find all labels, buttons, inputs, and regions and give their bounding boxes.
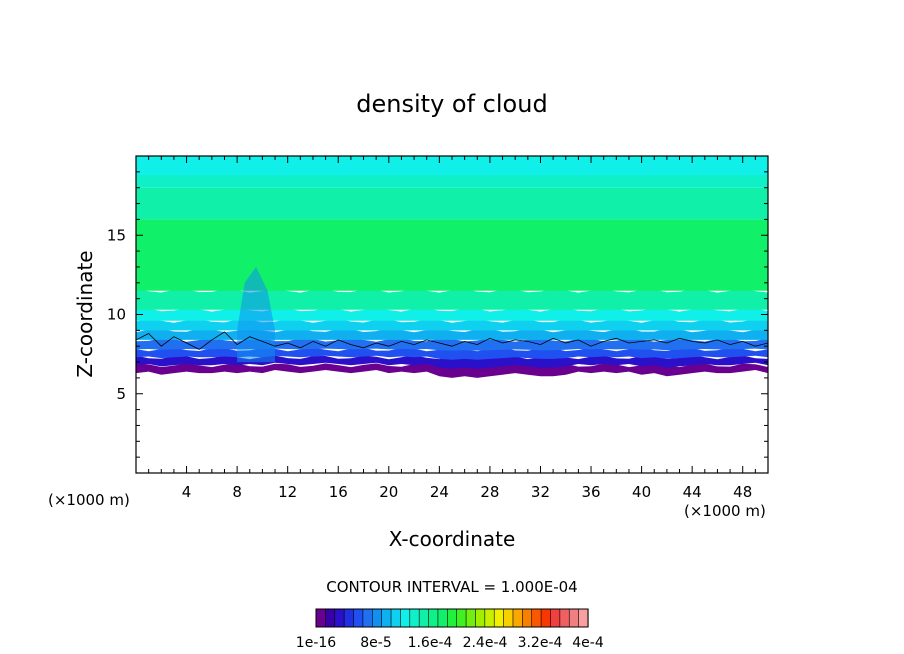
- plot-area: [136, 156, 768, 473]
- x-tick-label: 32: [531, 483, 550, 501]
- colorbar-swatch: [475, 608, 486, 628]
- colorbar-swatch: [315, 608, 326, 628]
- density-band: [136, 288, 768, 310]
- x-tick-label: 48: [733, 483, 752, 501]
- colorbar-label: 8e-5: [360, 635, 391, 651]
- colorbar-swatch: [334, 608, 345, 628]
- colorbar-swatch: [381, 608, 392, 628]
- density-band: [136, 175, 768, 188]
- colorbar-swatch: [371, 608, 383, 628]
- colorbar-swatch: [325, 608, 336, 628]
- x-tick-label: 28: [480, 483, 499, 501]
- colorbar-frame: [315, 608, 589, 628]
- colorbar-swatch: [390, 608, 402, 628]
- x-axis-unit-left: (×1000 m): [48, 491, 130, 509]
- colorbar-label: 2.4e-4: [463, 635, 508, 651]
- colorbar-swatch: [437, 608, 448, 628]
- colorbar-swatch: [550, 608, 561, 628]
- density-band: [136, 363, 768, 378]
- colorbar-label: 1.6e-4: [408, 635, 453, 651]
- colorbar-label: 1e-16: [296, 635, 336, 651]
- x-tick-label: 36: [581, 483, 600, 501]
- density-band: [136, 338, 768, 351]
- x-tick-label: 20: [379, 483, 398, 501]
- colorbar-swatch: [353, 608, 364, 628]
- colorbar-swatch: [503, 608, 514, 628]
- contour-line: [136, 331, 768, 350]
- colorbar-swatch: [418, 608, 430, 628]
- x-tick-label: 12: [278, 483, 297, 501]
- colorbar-swatch: [465, 608, 477, 628]
- density-band: [136, 347, 768, 360]
- density-band: [136, 187, 768, 220]
- x-tick-label: 16: [329, 483, 348, 501]
- y-tick-label: 5: [116, 385, 126, 403]
- colorbar-swatch: [568, 608, 580, 628]
- colorbar-labels: 1e-16 8e-5 1.6e-4 2.4e-4 3.2e-4 4e-4: [296, 635, 604, 651]
- colorbar-swatch: [512, 608, 523, 628]
- colorbar-swatch: [456, 608, 467, 628]
- colorbar-swatch: [559, 608, 570, 628]
- x-tick-label: 44: [683, 483, 702, 501]
- colorbar-swatch: [343, 608, 355, 628]
- chart-title: density of cloud: [356, 90, 547, 118]
- colorbar-swatch: [531, 608, 542, 628]
- colorbar: [315, 608, 589, 628]
- density-band: [136, 328, 768, 340]
- x-axis-unit-right: (×1000 m): [684, 502, 766, 520]
- density-band: [136, 219, 768, 291]
- x-tick-label: 4: [182, 483, 192, 501]
- colorbar-swatch: [400, 608, 411, 628]
- colorbar-swatch: [428, 608, 439, 628]
- colorbar-swatch: [578, 608, 589, 628]
- y-tick-label: 10: [107, 306, 126, 324]
- y-axis: 5 10 15: [107, 171, 768, 458]
- colorbar-swatch: [522, 608, 533, 628]
- colorbar-label: 4e-4: [572, 635, 604, 651]
- x-tick-label: 24: [430, 483, 449, 501]
- y-tick-label: 15: [107, 226, 126, 244]
- x-tick-label: 40: [632, 483, 651, 501]
- colorbar-swatch: [409, 608, 420, 628]
- colorbar-swatch: [362, 608, 373, 628]
- density-band: [136, 355, 768, 369]
- x-axis: 4 8 12 16 20 24 28 32 36 40 44 48: [148, 156, 756, 501]
- colorbar-swatch: [447, 608, 458, 628]
- x-axis-label: X-coordinate: [389, 527, 516, 551]
- contour-interval-text: CONTOUR INTERVAL = 1.000E-04: [326, 578, 577, 596]
- x-tick-label: 8: [232, 483, 242, 501]
- colorbar-swatch: [484, 608, 495, 628]
- density-band: [136, 307, 768, 321]
- colorbar-label: 3.2e-4: [518, 635, 563, 651]
- colorbar-swatch: [540, 608, 552, 628]
- contour-layer: [136, 331, 768, 350]
- density-band: [136, 318, 768, 331]
- colorbar-swatch: [493, 608, 505, 628]
- density-band: [136, 156, 768, 175]
- y-axis-label: Z-coordinate: [73, 250, 97, 377]
